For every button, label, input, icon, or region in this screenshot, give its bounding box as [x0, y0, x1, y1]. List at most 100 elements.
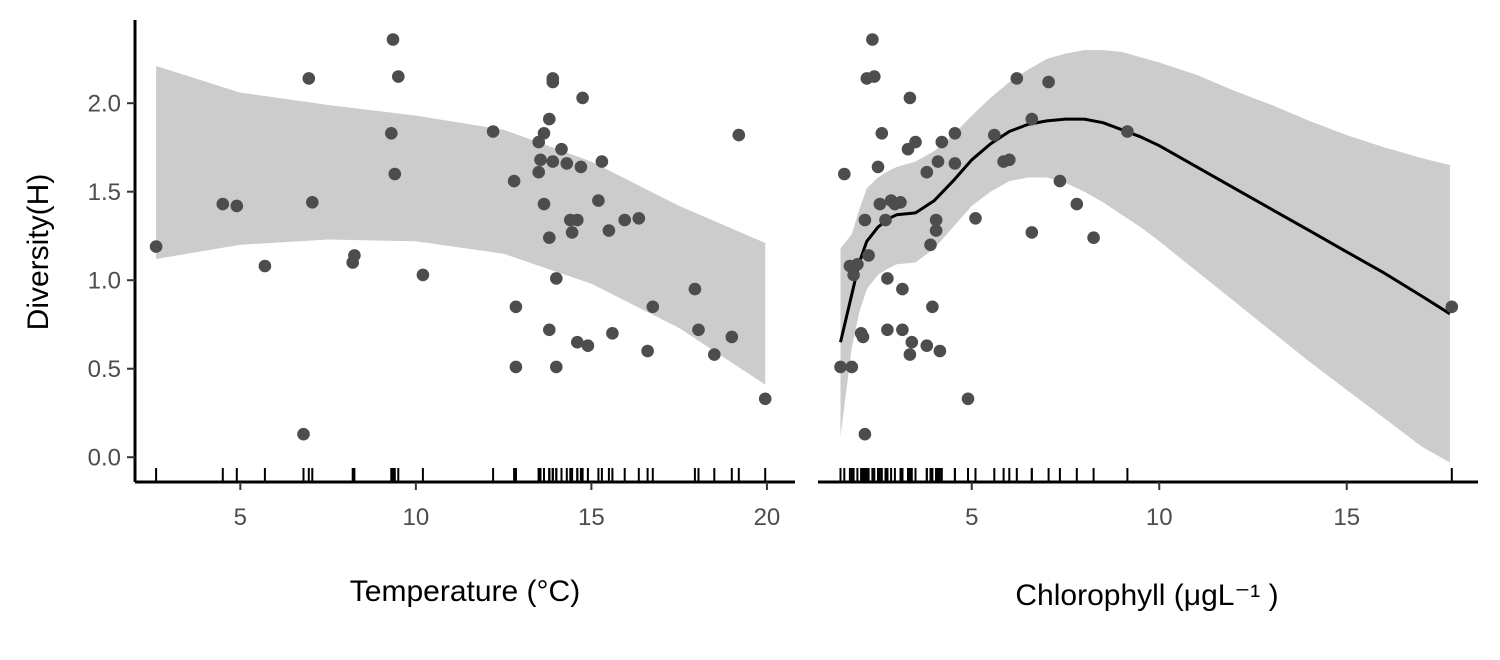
data-point [602, 224, 616, 237]
data-point [935, 135, 949, 149]
y-tick-label: 2.0 [88, 91, 121, 118]
x-tick-label: 10 [1146, 504, 1173, 531]
ribbon-layer [840, 50, 1450, 463]
data-point [847, 268, 860, 282]
data-point [392, 70, 405, 83]
data-point [1025, 226, 1039, 239]
data-point [866, 33, 879, 46]
x-tick-label: 10 [402, 504, 429, 531]
data-point [905, 335, 919, 349]
data-point [532, 165, 545, 179]
data-point [879, 213, 892, 227]
data-point [873, 197, 887, 211]
y-tick-label: 0.5 [88, 356, 121, 383]
rug-layer [839, 468, 1453, 482]
data-point [909, 135, 922, 149]
data-point [543, 231, 556, 244]
data-point [856, 330, 870, 344]
data-point [595, 155, 609, 168]
data-point [858, 213, 872, 227]
data-point [149, 240, 163, 253]
data-point [929, 213, 943, 227]
data-point [534, 153, 547, 167]
data-point [896, 323, 909, 337]
data-point [1087, 231, 1100, 244]
x-tick-label: 5 [234, 504, 247, 531]
points-layer [834, 33, 1459, 441]
data-point [961, 392, 975, 406]
data-point [592, 194, 605, 207]
ticks-layer: 5 10 15 20 0.0 0.5 1.0 1.5 2.0 [88, 91, 781, 531]
panel-temperature: 5 10 15 20 0.0 0.5 1.0 1.5 2.0 Diversity(H) Temp… [22, 20, 795, 608]
data-point [306, 196, 319, 209]
data-point [903, 91, 917, 105]
data-point [646, 300, 660, 314]
data-point [903, 348, 917, 361]
panel-chlorophyll: 5 10 15 Chlorophyll (μgL⁻¹ ) [818, 33, 1478, 612]
data-point [926, 300, 939, 314]
data-point [550, 272, 563, 285]
x-tick-label: 15 [578, 504, 605, 531]
data-point [641, 344, 654, 358]
data-point [348, 249, 361, 262]
ticks-layer: 5 10 15 [965, 482, 1360, 531]
data-point [725, 330, 739, 344]
data-point [871, 160, 885, 174]
data-point [571, 335, 584, 349]
data-point [543, 112, 556, 126]
data-point [546, 155, 560, 168]
data-point [618, 213, 631, 227]
data-point [732, 128, 746, 142]
data-point [543, 323, 556, 337]
data-point [537, 127, 551, 140]
data-point [537, 197, 551, 211]
data-point [845, 360, 859, 374]
data-point [692, 323, 705, 337]
y-axis-title: Diversity(H) [22, 174, 55, 331]
data-point [581, 339, 595, 353]
x-tick-label: 20 [754, 504, 781, 531]
data-point [851, 258, 864, 271]
data-point [948, 157, 962, 170]
data-point [988, 128, 1001, 142]
y-tick-label: 1.0 [88, 268, 121, 295]
data-point [896, 282, 909, 296]
data-point [862, 249, 875, 262]
data-point [385, 127, 398, 140]
data-point [258, 259, 272, 273]
data-point [1053, 174, 1067, 188]
data-point [632, 212, 646, 225]
data-point [550, 360, 563, 374]
data-point [576, 91, 589, 105]
data-point [509, 300, 523, 314]
x-tick-label: 15 [1333, 504, 1360, 531]
data-point [881, 323, 894, 337]
rug-layer [155, 468, 767, 482]
data-point [838, 167, 851, 181]
data-point [606, 327, 619, 340]
data-point [708, 348, 721, 361]
data-point [574, 160, 588, 174]
data-point [931, 155, 945, 168]
data-point [216, 197, 230, 211]
x-axis-title-temperature: Temperature (°C) [350, 575, 580, 608]
confidence-ribbon [840, 50, 1450, 463]
data-point [1121, 125, 1134, 138]
data-point [546, 75, 560, 89]
data-point [302, 72, 316, 85]
data-point [969, 212, 982, 225]
data-point [297, 427, 310, 441]
data-point [688, 282, 702, 296]
data-point [560, 157, 574, 170]
x-axis-title-chlorophyll: Chlorophyll (μgL⁻¹ ) [1015, 579, 1278, 612]
ribbon-layer [156, 66, 766, 385]
data-point [416, 268, 430, 282]
data-point [565, 226, 579, 239]
data-point [1025, 112, 1039, 126]
data-point [858, 427, 872, 441]
data-point [571, 213, 584, 227]
data-point [1070, 197, 1084, 211]
points-layer [149, 33, 772, 441]
x-tick-label: 5 [965, 504, 978, 531]
